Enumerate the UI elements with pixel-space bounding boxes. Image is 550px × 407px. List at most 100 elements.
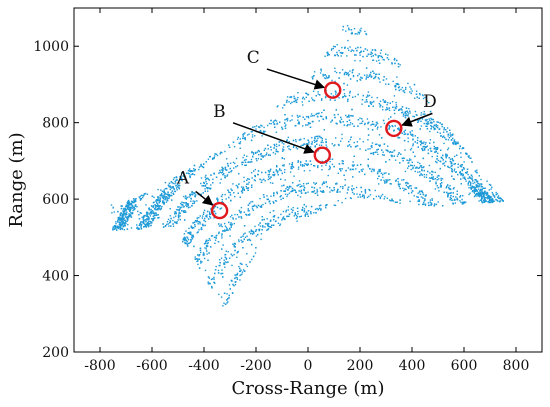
scatter-point (167, 223, 169, 225)
scatter-point (353, 188, 355, 190)
scatter-point (298, 139, 301, 141)
scatter-point (230, 279, 233, 282)
scatter-point (181, 172, 183, 174)
scatter-point (349, 92, 351, 94)
scatter-point (364, 123, 366, 126)
scatter-point (285, 124, 287, 126)
scatter-point (224, 230, 226, 232)
scatter-point (242, 186, 245, 189)
scatter-point (182, 210, 184, 212)
scatter-point (475, 190, 477, 192)
scatter-point (200, 228, 202, 230)
scatter-point (221, 152, 223, 154)
scatter-point (395, 88, 397, 91)
scatter-point (297, 92, 299, 94)
scatter-point (258, 229, 260, 231)
scatter-point (273, 192, 275, 194)
scatter-point (325, 138, 327, 140)
scatter-point (409, 149, 412, 151)
scatter-point (239, 279, 241, 281)
scatter-point (429, 201, 431, 203)
scatter-point (281, 172, 283, 175)
scatter-point (142, 222, 145, 224)
scatter-point (318, 207, 321, 210)
scatter-point (402, 159, 404, 162)
scatter-point (235, 281, 237, 283)
scatter-point (372, 105, 374, 107)
scatter-point (426, 125, 428, 127)
scatter-point (414, 141, 416, 143)
scatter-point (401, 112, 403, 114)
scatter-point (246, 155, 248, 157)
scatter-point (160, 207, 162, 209)
scatter-point (364, 188, 367, 191)
scatter-point (219, 208, 221, 210)
scatter-point (175, 222, 177, 224)
scatter-point (340, 55, 342, 57)
scatter-point (428, 204, 430, 207)
scatter-point (283, 164, 285, 166)
scatter-point (204, 190, 206, 192)
scatter-point (205, 239, 208, 241)
scatter-point (226, 261, 228, 264)
scatter-point (484, 187, 486, 189)
scatter-point (169, 220, 171, 222)
scatter-point (377, 153, 379, 156)
scatter-point (407, 162, 409, 164)
scatter-point (391, 63, 393, 65)
scatter-point (343, 73, 346, 76)
scatter-point (394, 85, 397, 87)
scatter-point (125, 222, 127, 225)
scatter-point (308, 100, 310, 102)
scatter-point (233, 285, 235, 287)
scatter-point (152, 205, 155, 207)
scatter-point (126, 220, 128, 222)
scatter-point (395, 201, 397, 203)
scatter-point (290, 96, 292, 98)
scatter-point (416, 142, 419, 144)
scatter-point (125, 209, 127, 211)
scatter-point (450, 162, 453, 164)
scatter-point (140, 198, 142, 200)
scatter-point (281, 128, 284, 130)
scatter-point (318, 205, 321, 207)
scatter-point (322, 118, 325, 121)
scatter-point (184, 219, 186, 221)
scatter-point (246, 235, 248, 237)
scatter-point (449, 158, 452, 160)
scatter-point (285, 188, 287, 190)
scatter-point (322, 190, 324, 192)
scatter-point (234, 213, 236, 216)
scatter-point (376, 128, 379, 130)
scatter-point (244, 232, 246, 234)
scatter-point (342, 96, 344, 99)
scatter-point (430, 204, 432, 206)
x-tick-label: 400 (399, 358, 426, 374)
scatter-point (473, 192, 476, 194)
scatter-point (129, 203, 131, 205)
scatter-point (243, 233, 245, 235)
scatter-point (449, 198, 451, 201)
scatter-point (325, 117, 328, 119)
scatter-point (417, 200, 419, 202)
scatter-point (147, 223, 149, 226)
scatter-point (228, 144, 230, 146)
scatter-point (165, 201, 168, 203)
scatter-point (168, 182, 171, 185)
scatter-point (396, 155, 399, 157)
scatter-point (167, 191, 169, 193)
scatter-point (169, 195, 172, 197)
scatter-point (388, 107, 390, 109)
scatter-point (327, 51, 329, 53)
scatter-point (375, 54, 377, 56)
scatter-point (307, 122, 310, 124)
scatter-point (281, 185, 283, 187)
scatter-point (220, 207, 223, 209)
scatter-point (152, 218, 155, 221)
scatter-point (122, 210, 124, 212)
scatter-point (236, 251, 239, 253)
scatter-point (461, 147, 463, 150)
scatter-point (215, 153, 217, 155)
scatter-point (164, 197, 167, 200)
scatter-point (477, 193, 480, 196)
